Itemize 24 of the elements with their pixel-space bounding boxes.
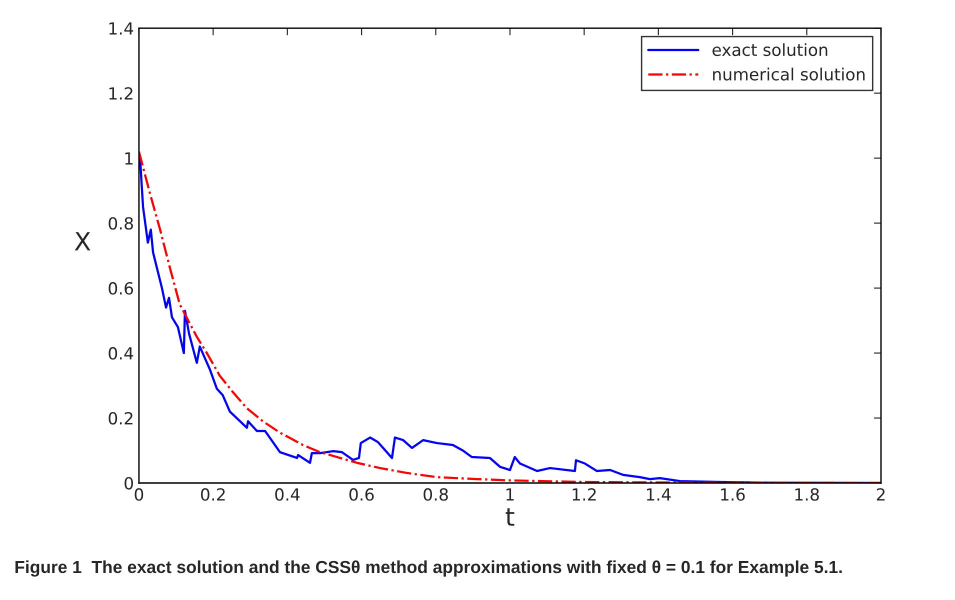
y-tick-label: 0.8 xyxy=(108,217,133,230)
legend-label: exact solution xyxy=(712,43,828,56)
x-tick-label: 1.2 xyxy=(572,488,596,501)
y-tick-label: 0.4 xyxy=(108,347,134,360)
x-axis-title: t xyxy=(506,508,514,526)
x-tick-label: 1.6 xyxy=(721,488,745,501)
y-tick-label: 0.2 xyxy=(108,412,132,425)
y-tick-label: 1.4 xyxy=(109,22,134,35)
x-tick-label: 2 xyxy=(876,488,885,501)
x-tick-label: 0.4 xyxy=(275,488,300,501)
y-tick-label: 0 xyxy=(124,476,133,490)
x-tick-label: 0.8 xyxy=(424,488,448,501)
x-tick-label: 1 xyxy=(506,488,514,501)
x-tick-label: 1.4 xyxy=(646,488,671,501)
y-tick-label: 1 xyxy=(125,152,133,164)
x-tick-label: 0 xyxy=(134,488,144,501)
y-axis-title: X xyxy=(74,232,90,250)
x-tick-label: 1.8 xyxy=(795,488,819,501)
legend-label: numerical solution xyxy=(713,68,865,81)
x-tick-label: 0.2 xyxy=(201,488,225,501)
y-tick-label: 1.2 xyxy=(109,87,132,100)
x-tick-label: 0.6 xyxy=(349,488,374,501)
caption: Figure 1 The exact solution and the CSSθ method approximations with fixed θ = 0.1 for Example 5.1. xyxy=(15,560,842,577)
y-tick-label: 0.6 xyxy=(108,282,134,295)
